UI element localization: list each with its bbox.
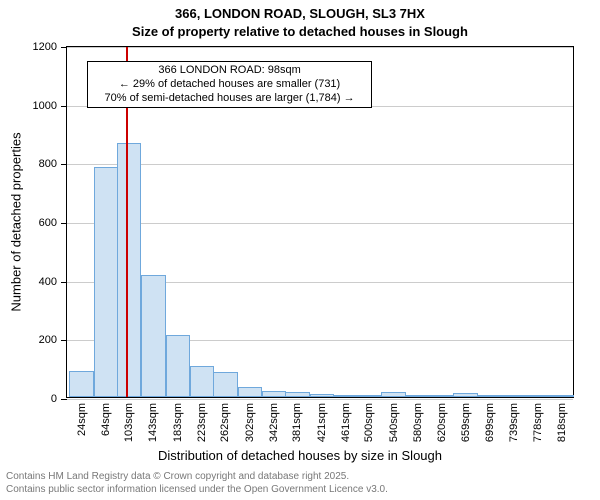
credits-line-1: Contains HM Land Registry data © Crown c… [6, 471, 388, 484]
annotation-line: 70% of semi-detached houses are larger (… [92, 92, 366, 106]
x-tick-label: 659sqm [460, 403, 472, 442]
histogram-bar [69, 371, 93, 397]
x-axis-title: Distribution of detached houses by size … [0, 448, 600, 463]
x-tick-label: 778sqm [532, 403, 544, 442]
y-tick-label: 0 [51, 393, 57, 405]
histogram-bar [381, 392, 405, 397]
x-tick-label: 500sqm [363, 403, 375, 442]
y-tick [61, 399, 67, 400]
x-tick-label: 223sqm [196, 403, 208, 442]
annotation-line: 366 LONDON ROAD: 98sqm [92, 64, 366, 78]
x-tick-label: 580sqm [412, 403, 424, 442]
y-tick [61, 282, 67, 283]
x-tick-label: 262sqm [219, 403, 231, 442]
plot-area: 02004006008001000120024sqm64sqm103sqm143… [66, 46, 574, 398]
x-tick-label: 381sqm [291, 403, 303, 442]
y-tick [61, 164, 67, 165]
x-tick-label: 739sqm [508, 403, 520, 442]
histogram-bar [430, 395, 454, 397]
x-tick-label: 342sqm [268, 403, 280, 442]
histogram-bar [334, 395, 358, 397]
histogram-bar [310, 394, 334, 397]
y-tick-label: 1000 [33, 100, 57, 112]
histogram-bar [190, 366, 214, 397]
title-line-1: 366, LONDON ROAD, SLOUGH, SL3 7HX [0, 6, 600, 21]
histogram-bar [406, 395, 430, 397]
histogram-bar [117, 143, 141, 397]
histogram-bar [94, 167, 118, 397]
title-line-2: Size of property relative to detached ho… [0, 24, 600, 39]
histogram-bar [141, 275, 165, 397]
x-tick-label: 818sqm [556, 403, 568, 442]
x-tick-label: 183sqm [172, 403, 184, 442]
grid-line [67, 47, 573, 48]
grid-line [67, 223, 573, 224]
y-tick-label: 200 [39, 334, 57, 346]
annotation-box: 366 LONDON ROAD: 98sqm← 29% of detached … [87, 61, 371, 108]
histogram-bar [525, 395, 549, 397]
grid-line [67, 164, 573, 165]
histogram-bar [285, 392, 309, 397]
x-tick-label: 461sqm [340, 403, 352, 442]
credits-line-2: Contains public sector information licen… [6, 484, 388, 497]
y-tick [61, 47, 67, 48]
x-tick-label: 103sqm [123, 403, 135, 442]
x-tick-label: 64sqm [100, 403, 112, 436]
y-tick [61, 223, 67, 224]
chart-container: 366, LONDON ROAD, SLOUGH, SL3 7HX Size o… [0, 0, 600, 500]
grid-line [67, 399, 573, 400]
credits: Contains HM Land Registry data © Crown c… [6, 471, 388, 496]
x-tick-label: 302sqm [244, 403, 256, 442]
y-tick-label: 1200 [33, 41, 57, 53]
histogram-bar [166, 335, 190, 397]
y-tick-label: 400 [39, 276, 57, 288]
histogram-bar [213, 372, 237, 397]
x-tick-label: 143sqm [147, 403, 159, 442]
y-tick [61, 106, 67, 107]
x-tick-label: 540sqm [388, 403, 400, 442]
histogram-bar [357, 395, 381, 397]
histogram-bar [453, 393, 477, 397]
y-axis-title: Number of detached properties [9, 132, 24, 311]
x-tick-label: 620sqm [436, 403, 448, 442]
histogram-bar [262, 391, 286, 397]
y-tick-label: 800 [39, 158, 57, 170]
y-tick-label: 600 [39, 217, 57, 229]
x-tick-label: 421sqm [316, 403, 328, 442]
histogram-bar [478, 395, 502, 397]
annotation-line: ← 29% of detached houses are smaller (73… [92, 78, 366, 92]
x-tick-label: 24sqm [76, 403, 88, 436]
y-tick [61, 340, 67, 341]
histogram-bar [550, 395, 574, 397]
histogram-bar [238, 387, 262, 397]
x-tick-label: 699sqm [484, 403, 496, 442]
histogram-bar [502, 395, 526, 397]
